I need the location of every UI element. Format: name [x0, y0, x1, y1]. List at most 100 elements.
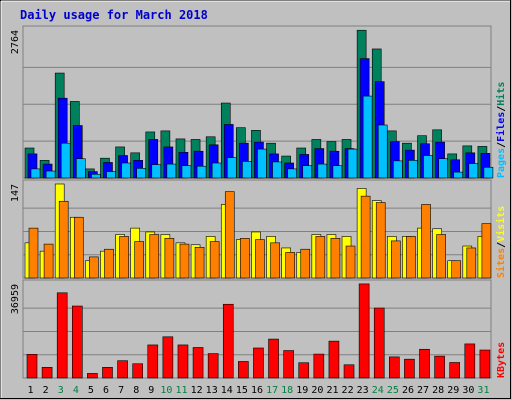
- bar-pages: [30, 168, 41, 179]
- bar-pages: [75, 158, 86, 179]
- bar-sites: [164, 238, 175, 279]
- panel-middle: 147 Sites/Visits: [10, 179, 507, 279]
- bar-sites: [119, 236, 129, 279]
- x-tick-label: 16: [251, 385, 263, 396]
- legend-separator: /: [496, 242, 507, 248]
- bar-sites: [240, 238, 250, 279]
- x-tick-label: 28: [432, 385, 444, 396]
- bar-pages: [362, 95, 373, 179]
- bar-sites: [481, 223, 492, 279]
- legend-entry-files: Files: [495, 112, 507, 142]
- x-tick-label: 17: [266, 385, 278, 396]
- bar-pages: [468, 163, 479, 179]
- bar-sites: [194, 247, 205, 279]
- bar-sites: [451, 260, 462, 279]
- bar-kbytes: [207, 353, 219, 379]
- bar-sites: [73, 216, 84, 279]
- bar-sites: [436, 234, 446, 279]
- x-tick-label: 5: [88, 385, 94, 396]
- bar-kbytes: [464, 343, 476, 379]
- bar-sites: [285, 252, 295, 279]
- bar-pages: [377, 124, 388, 179]
- bar-pages: [151, 164, 162, 179]
- legend-entry-hits: Hits: [495, 82, 507, 106]
- bar-kbytes: [56, 292, 68, 379]
- bar-sites: [466, 247, 477, 279]
- bar-sites: [43, 243, 54, 279]
- bar-kbytes: [343, 364, 355, 379]
- bar-sites: [104, 248, 114, 279]
- bar-pages: [393, 160, 403, 179]
- x-tick-label: 24: [372, 385, 384, 396]
- y-max-label: 147: [10, 184, 21, 202]
- bar-kbytes: [222, 303, 234, 379]
- bar-kbytes: [132, 363, 143, 379]
- bar-kbytes: [373, 307, 385, 379]
- bar-pages: [45, 170, 56, 179]
- x-tick-label: 13: [206, 385, 218, 396]
- bar-pages: [106, 171, 116, 179]
- bar-kbytes: [328, 340, 340, 379]
- x-tick-label: 8: [133, 385, 139, 396]
- bar-pages: [257, 148, 267, 179]
- bar-kbytes: [87, 373, 98, 379]
- bar-sites: [209, 241, 220, 279]
- y-max-label: 2764: [10, 30, 21, 54]
- bar-pages: [302, 165, 313, 179]
- bar-kbytes: [147, 344, 159, 379]
- bar-sites: [330, 238, 341, 279]
- bar-pages: [181, 165, 192, 179]
- bar-kbytes: [479, 349, 491, 379]
- bar-pages: [287, 168, 297, 179]
- y-max-label: 36959: [10, 284, 21, 314]
- bar-sites: [300, 248, 311, 279]
- bar-kbytes: [26, 354, 38, 379]
- legend: Sites/Visits: [495, 206, 507, 278]
- bar-sites: [89, 256, 99, 279]
- bar-sites: [58, 200, 69, 279]
- bar-pages: [272, 161, 282, 179]
- x-tick-label: 2: [43, 385, 49, 396]
- bar-pages: [196, 165, 207, 179]
- x-tick-label: 4: [73, 385, 79, 396]
- bar-sites: [224, 191, 235, 279]
- panel-bottom: 36959 KBytes: [10, 279, 507, 379]
- bar-pages: [453, 171, 464, 179]
- bar-pages: [226, 157, 237, 179]
- bar-kbytes: [71, 305, 83, 379]
- x-tick-label: 23: [357, 385, 369, 396]
- x-tick-label: 19: [296, 385, 308, 396]
- bar-kbytes: [283, 350, 294, 379]
- bar-kbytes: [389, 356, 400, 379]
- bar-sites: [391, 240, 401, 279]
- x-tick-label: 15: [236, 385, 248, 396]
- bar-pages: [242, 161, 252, 179]
- bar-sites: [315, 236, 326, 279]
- bar-kbytes: [117, 360, 128, 379]
- bar-kbytes: [313, 353, 325, 379]
- bar-pages: [483, 166, 494, 179]
- bar-sites: [149, 234, 160, 279]
- bar-pages: [332, 165, 343, 179]
- x-tick-label: 31: [477, 385, 489, 396]
- bar-pages: [91, 173, 101, 179]
- x-tick-label: 1: [28, 385, 34, 396]
- x-tick-label: 30: [462, 385, 474, 396]
- bar-pages: [136, 168, 146, 179]
- x-tick-label: 26: [402, 385, 414, 396]
- legend: KBytes: [496, 342, 507, 378]
- x-tick-label: 6: [103, 385, 109, 396]
- x-tick-label: 25: [387, 385, 399, 396]
- bar-pages: [347, 148, 358, 179]
- bar-sites: [421, 204, 431, 279]
- x-tick-label: 27: [417, 385, 429, 396]
- bar-kbytes: [162, 336, 174, 379]
- bar-pages: [60, 142, 71, 179]
- x-tick-label: 29: [447, 385, 459, 396]
- x-tick-label: 14: [221, 385, 233, 396]
- bar-kbytes: [192, 347, 204, 379]
- bar-sites: [375, 202, 386, 279]
- bar-kbytes: [102, 367, 113, 379]
- legend-entry-pages: Pages: [496, 148, 507, 178]
